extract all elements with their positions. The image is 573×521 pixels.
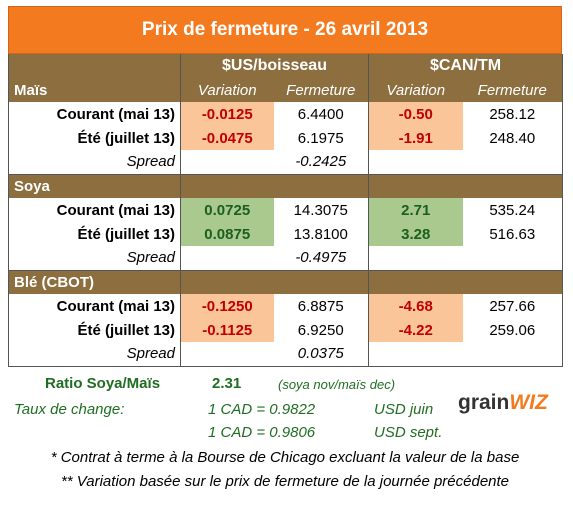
section-name: Soya	[8, 174, 181, 198]
spread-value: -0.4975	[273, 246, 369, 271]
table-row: Courant (mai 13) -0.0125 6.4400 -0.50 25…	[8, 102, 564, 126]
header-can-tm: $CAN/TM	[367, 54, 564, 78]
can-close: 257.66	[462, 294, 564, 318]
footnote-variation: ** Variation basée sur le prix de fermet…	[60, 472, 510, 490]
can-variation: -0.50	[368, 102, 463, 126]
table-row: Été (juillet 13) -0.1125 6.9250 -4.22 25…	[8, 318, 564, 342]
row-label: Courant (mai 13)	[8, 102, 181, 126]
row-label: Été (juillet 13)	[8, 222, 181, 246]
col-fermeture-us: Fermeture	[273, 78, 369, 102]
header-group-row: $US/boisseau $CAN/TM	[8, 54, 564, 78]
section-header-ble: Blé (CBOT)	[8, 270, 564, 294]
footer: Ratio Soya/Maïs 2.31 (soya nov/maïs dec)…	[8, 367, 562, 507]
price-table: $US/boisseau $CAN/TM Maïs Variation Ferm…	[8, 54, 564, 367]
us-variation: -0.0125	[180, 102, 274, 126]
spread-value: -0.2425	[273, 150, 369, 175]
can-variation: 3.28	[368, 222, 463, 246]
price-report: Prix de fermeture - 26 avril 2013 $US/bo…	[8, 6, 564, 507]
ratio-note: (soya nov/maïs dec)	[278, 376, 396, 392]
ratio-label: Ratio Soya/Maïs	[45, 374, 161, 392]
us-variation: 0.0875	[180, 222, 274, 246]
exchange-unit-sept: USD sept.	[374, 423, 443, 441]
spread-value: 0.0375	[273, 342, 369, 367]
spread-row: Spread 0.0375	[8, 342, 564, 367]
us-variation: -0.1125	[180, 318, 274, 342]
row-label: Été (juillet 13)	[8, 126, 181, 150]
table-row: Courant (mai 13) -0.1250 6.8875 -4.68 25…	[8, 294, 564, 318]
row-label: Été (juillet 13)	[8, 318, 181, 342]
row-label: Courant (mai 13)	[8, 198, 181, 222]
section-name: Maïs	[8, 78, 181, 102]
table-row: Courant (mai 13) 0.0725 14.3075 2.71 535…	[8, 198, 564, 222]
can-variation: -4.22	[368, 318, 463, 342]
header-us-boisseau: $US/boisseau	[180, 54, 369, 78]
spread-label: Spread	[8, 150, 181, 175]
exchange-rate-june: 1 CAD = 0.9822	[208, 400, 316, 418]
can-close: 259.06	[462, 318, 564, 342]
report-title: Prix de fermeture - 26 avril 2013	[8, 6, 562, 54]
exchange-unit-june: USD juin	[374, 400, 434, 418]
table-row: Été (juillet 13) -0.0475 6.1975 -1.91 24…	[8, 126, 564, 150]
can-close: 516.63	[462, 222, 564, 246]
col-variation-can: Variation	[368, 78, 463, 102]
ratio-value: 2.31	[212, 374, 242, 392]
row-label: Courant (mai 13)	[8, 294, 181, 318]
col-fermeture-can: Fermeture	[462, 78, 564, 102]
us-close: 6.8875	[273, 294, 369, 318]
can-close: 535.24	[462, 198, 564, 222]
section-name: Blé (CBOT)	[8, 270, 181, 294]
can-close: 258.12	[462, 102, 564, 126]
us-variation: -0.0475	[180, 126, 274, 150]
spread-row: Spread -0.2425	[8, 150, 564, 175]
footnote-contract: * Contrat à terme à la Bourse de Chicago…	[50, 448, 520, 466]
spread-row: Spread -0.4975	[8, 246, 564, 271]
table-row: Été (juillet 13) 0.0875 13.8100 3.28 516…	[8, 222, 564, 246]
can-close: 248.40	[462, 126, 564, 150]
us-close: 6.9250	[273, 318, 369, 342]
us-close: 6.4400	[273, 102, 369, 126]
section-header-mais: Maïs Variation Fermeture Variation Ferme…	[8, 78, 564, 102]
exchange-label: Taux de change:	[14, 400, 125, 418]
spread-label: Spread	[8, 246, 181, 271]
us-close: 13.8100	[273, 222, 369, 246]
col-variation-us: Variation	[180, 78, 274, 102]
can-variation: -1.91	[368, 126, 463, 150]
us-variation: 0.0725	[180, 198, 274, 222]
exchange-rate-sept: 1 CAD = 0.9806	[208, 423, 316, 441]
grainwiz-logo: grainWIZ	[458, 390, 548, 414]
can-variation: -4.68	[368, 294, 463, 318]
section-header-soya: Soya	[8, 174, 564, 198]
spread-label: Spread	[8, 342, 181, 367]
us-close: 14.3075	[273, 198, 369, 222]
us-variation: -0.1250	[180, 294, 274, 318]
us-close: 6.1975	[273, 126, 369, 150]
can-variation: 2.71	[368, 198, 463, 222]
